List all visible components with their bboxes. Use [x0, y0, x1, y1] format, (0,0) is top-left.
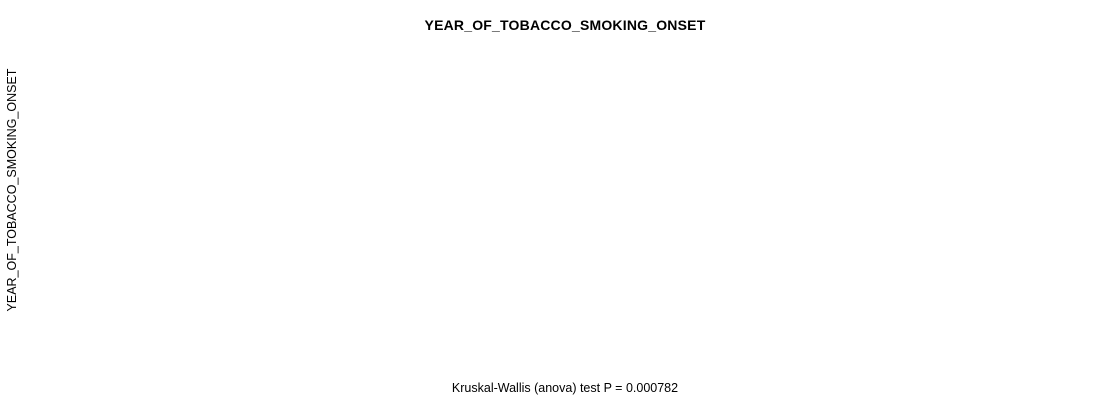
chart-title: YEAR_OF_TOBACCO_SMOKING_ONSET [424, 17, 706, 33]
stats-caption: Kruskal-Wallis (anova) test P = 0.000782 [451, 381, 679, 395]
